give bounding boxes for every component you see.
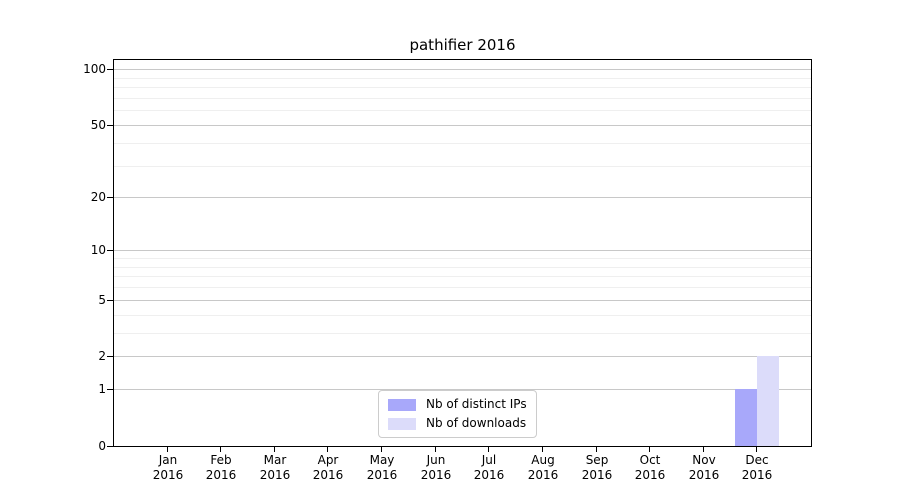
x-tick-year: 2016 bbox=[259, 468, 291, 482]
x-tick bbox=[488, 447, 489, 452]
gridline-major bbox=[114, 197, 811, 198]
gridline-major bbox=[114, 356, 811, 357]
legend-label-downloads: Nb of downloads bbox=[426, 416, 527, 430]
x-tick-month: May bbox=[369, 453, 395, 467]
x-tick-month: Jun bbox=[426, 453, 446, 467]
legend-swatch-downloads bbox=[388, 417, 416, 430]
y-tick bbox=[107, 389, 113, 390]
x-tick-label: Jun 2016 bbox=[401, 453, 471, 483]
y-tick bbox=[107, 197, 113, 198]
x-tick-year: 2016 bbox=[688, 468, 720, 482]
x-tick-year: 2016 bbox=[581, 468, 613, 482]
gridline-minor bbox=[114, 287, 811, 288]
x-tick-label: Jul 2016 bbox=[454, 453, 524, 483]
x-tick-label: Apr 2016 bbox=[293, 453, 363, 483]
x-tick-month: Oct bbox=[639, 453, 661, 467]
x-tick bbox=[167, 447, 168, 452]
chart-title: pathifier 2016 bbox=[409, 36, 516, 54]
legend-label-distinct-ips: Nb of distinct IPs bbox=[426, 397, 527, 411]
x-tick-year: 2016 bbox=[366, 468, 398, 482]
x-tick-label: Sep 2016 bbox=[562, 453, 632, 483]
x-tick-year: 2016 bbox=[152, 468, 184, 482]
x-tick-year: 2016 bbox=[527, 468, 559, 482]
x-tick-label: May 2016 bbox=[347, 453, 417, 483]
x-tick-year: 2016 bbox=[205, 468, 237, 482]
x-tick-year: 2016 bbox=[741, 468, 773, 482]
x-tick bbox=[596, 447, 597, 452]
x-tick-month: Jan bbox=[158, 453, 178, 467]
x-tick bbox=[542, 447, 543, 452]
bar-distinct-ips bbox=[735, 389, 757, 446]
gridline-minor bbox=[114, 333, 811, 334]
x-tick-month: Dec bbox=[745, 453, 769, 467]
x-tick bbox=[274, 447, 275, 452]
x-tick-label: Aug 2016 bbox=[508, 453, 578, 483]
x-tick bbox=[381, 447, 382, 452]
x-tick-month: Aug bbox=[531, 453, 555, 467]
y-tick-label: 50 bbox=[90, 118, 106, 132]
x-tick-month: Nov bbox=[692, 453, 716, 467]
x-tick bbox=[327, 447, 328, 452]
y-tick bbox=[107, 300, 113, 301]
x-tick-label: Feb 2016 bbox=[186, 453, 256, 483]
legend-swatch-distinct-ips bbox=[388, 398, 416, 411]
x-tick-month: Jul bbox=[481, 453, 497, 467]
x-tick-label: Dec 2016 bbox=[722, 453, 792, 483]
gridline-major bbox=[114, 389, 811, 390]
gridline-minor bbox=[114, 98, 811, 99]
gridline-minor bbox=[114, 110, 811, 111]
y-tick-label: 10 bbox=[90, 243, 106, 257]
legend: Nb of distinct IPs Nb of downloads bbox=[378, 390, 537, 438]
y-tick-label: 2 bbox=[98, 349, 106, 363]
legend-item-downloads: Nb of downloads bbox=[388, 416, 527, 431]
plot-area bbox=[113, 59, 812, 447]
x-tick-label: Nov 2016 bbox=[669, 453, 739, 483]
x-tick bbox=[756, 447, 757, 452]
y-tick bbox=[107, 125, 113, 126]
y-tick bbox=[107, 69, 113, 70]
gridline-major bbox=[114, 300, 811, 301]
gridline-major bbox=[114, 125, 811, 126]
x-tick bbox=[435, 447, 436, 452]
x-tick-year: 2016 bbox=[634, 468, 666, 482]
y-tick bbox=[107, 356, 113, 357]
gridline-minor bbox=[114, 166, 811, 167]
y-tick-label: 100 bbox=[83, 62, 106, 76]
gridline-minor bbox=[114, 87, 811, 88]
x-tick-label: Oct 2016 bbox=[615, 453, 685, 483]
x-tick-year: 2016 bbox=[420, 468, 452, 482]
y-tick-label: 5 bbox=[98, 293, 106, 307]
x-tick-label: Jan 2016 bbox=[133, 453, 203, 483]
x-tick-year: 2016 bbox=[312, 468, 344, 482]
gridline-minor bbox=[114, 143, 811, 144]
gridline-minor bbox=[114, 276, 811, 277]
y-tick-label: 0 bbox=[98, 439, 106, 453]
y-tick bbox=[107, 250, 113, 251]
gridline-major bbox=[114, 69, 811, 70]
x-tick-label: Mar 2016 bbox=[240, 453, 310, 483]
x-tick bbox=[220, 447, 221, 452]
x-tick-year: 2016 bbox=[473, 468, 505, 482]
x-tick-month: Feb bbox=[210, 453, 232, 467]
gridline-minor bbox=[114, 78, 811, 79]
x-tick-month: Mar bbox=[263, 453, 287, 467]
gridline-minor bbox=[114, 315, 811, 316]
bar-downloads bbox=[757, 356, 779, 446]
legend-item-distinct-ips: Nb of distinct IPs bbox=[388, 397, 527, 412]
x-tick bbox=[703, 447, 704, 452]
x-tick-month: Apr bbox=[317, 453, 339, 467]
y-tick-label: 1 bbox=[98, 382, 106, 396]
gridline-major bbox=[114, 250, 811, 251]
x-tick-month: Sep bbox=[585, 453, 609, 467]
gridline-minor bbox=[114, 267, 811, 268]
gridline-minor bbox=[114, 258, 811, 259]
y-tick bbox=[107, 446, 113, 447]
x-tick bbox=[649, 447, 650, 452]
y-tick-label: 20 bbox=[90, 190, 106, 204]
